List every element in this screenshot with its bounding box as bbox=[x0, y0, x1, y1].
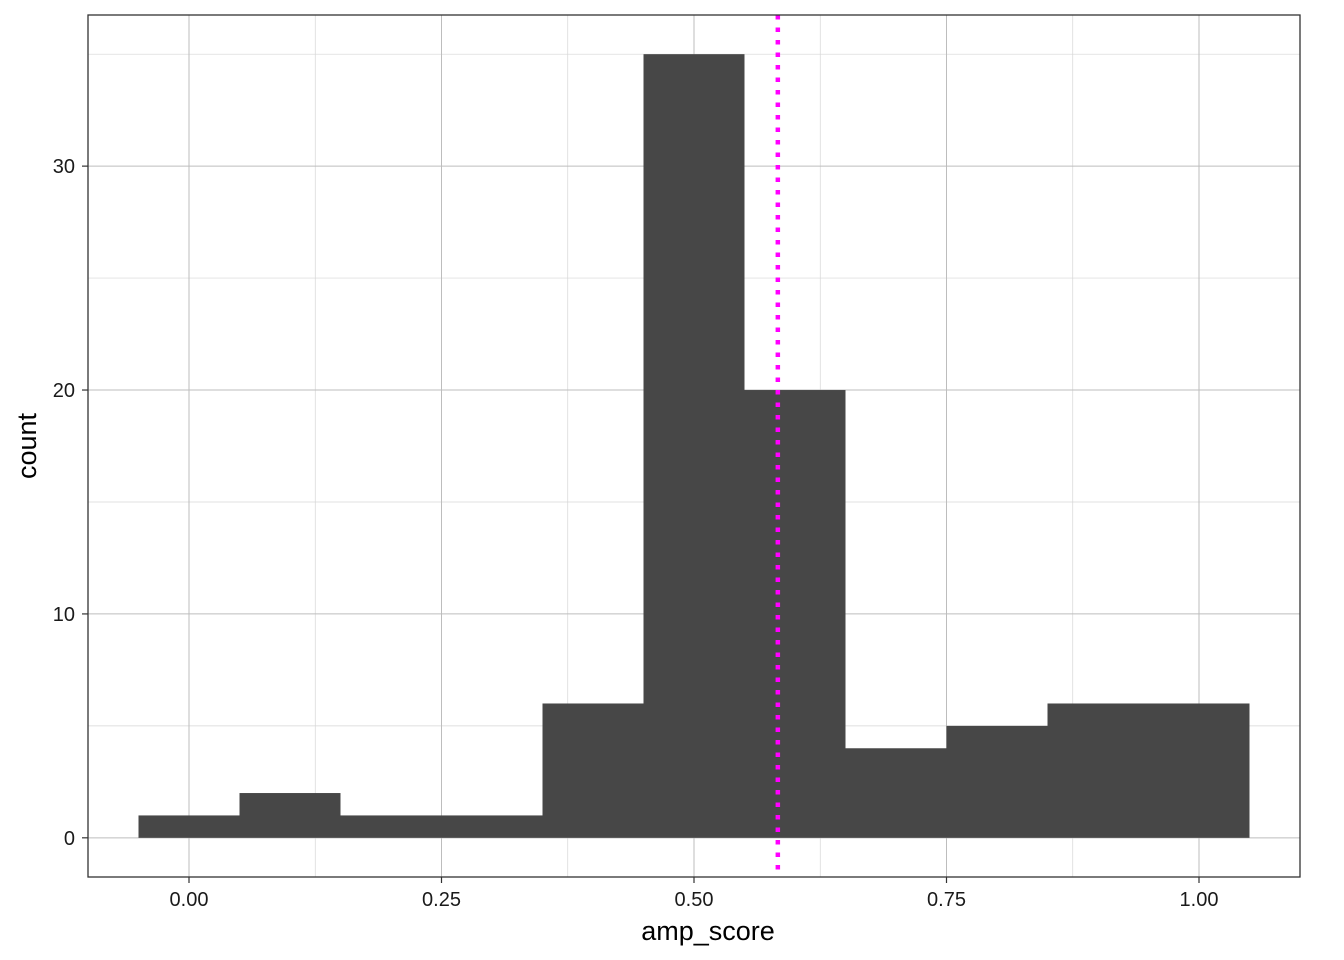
x-tick-label: 0.75 bbox=[927, 889, 966, 911]
histogram-bar-6 bbox=[744, 390, 846, 838]
histogram-bar-7 bbox=[845, 748, 947, 838]
x-tick-label: 1.00 bbox=[1180, 889, 1219, 911]
x-axis-ticks: 0.00 0.25 0.50 0.75 1.00 bbox=[170, 877, 1219, 911]
histogram-bar-2 bbox=[340, 815, 442, 838]
histogram-bar-10 bbox=[1148, 703, 1250, 838]
x-tick-label: 0.50 bbox=[675, 889, 714, 911]
histogram-bar-3 bbox=[441, 815, 543, 838]
histogram-bar-5 bbox=[643, 54, 745, 838]
y-tick-label: 20 bbox=[53, 380, 75, 402]
histogram-bars bbox=[138, 54, 1250, 838]
x-tick-label: 0.00 bbox=[170, 889, 209, 911]
histogram-bar-0 bbox=[138, 815, 240, 838]
histogram-bar-4 bbox=[542, 703, 644, 838]
y-tick-label: 0 bbox=[64, 828, 75, 850]
histogram-bar-1 bbox=[239, 793, 341, 838]
y-tick-label: 30 bbox=[53, 156, 75, 178]
x-tick-label: 0.25 bbox=[422, 889, 461, 911]
y-axis-ticks: 0 10 20 30 bbox=[53, 156, 88, 850]
y-axis-title: count bbox=[12, 412, 42, 479]
x-axis-title: amp_score bbox=[641, 916, 775, 946]
histogram-bar-9 bbox=[1047, 703, 1149, 838]
histogram-bar-8 bbox=[946, 725, 1048, 838]
y-tick-label: 10 bbox=[53, 604, 75, 626]
